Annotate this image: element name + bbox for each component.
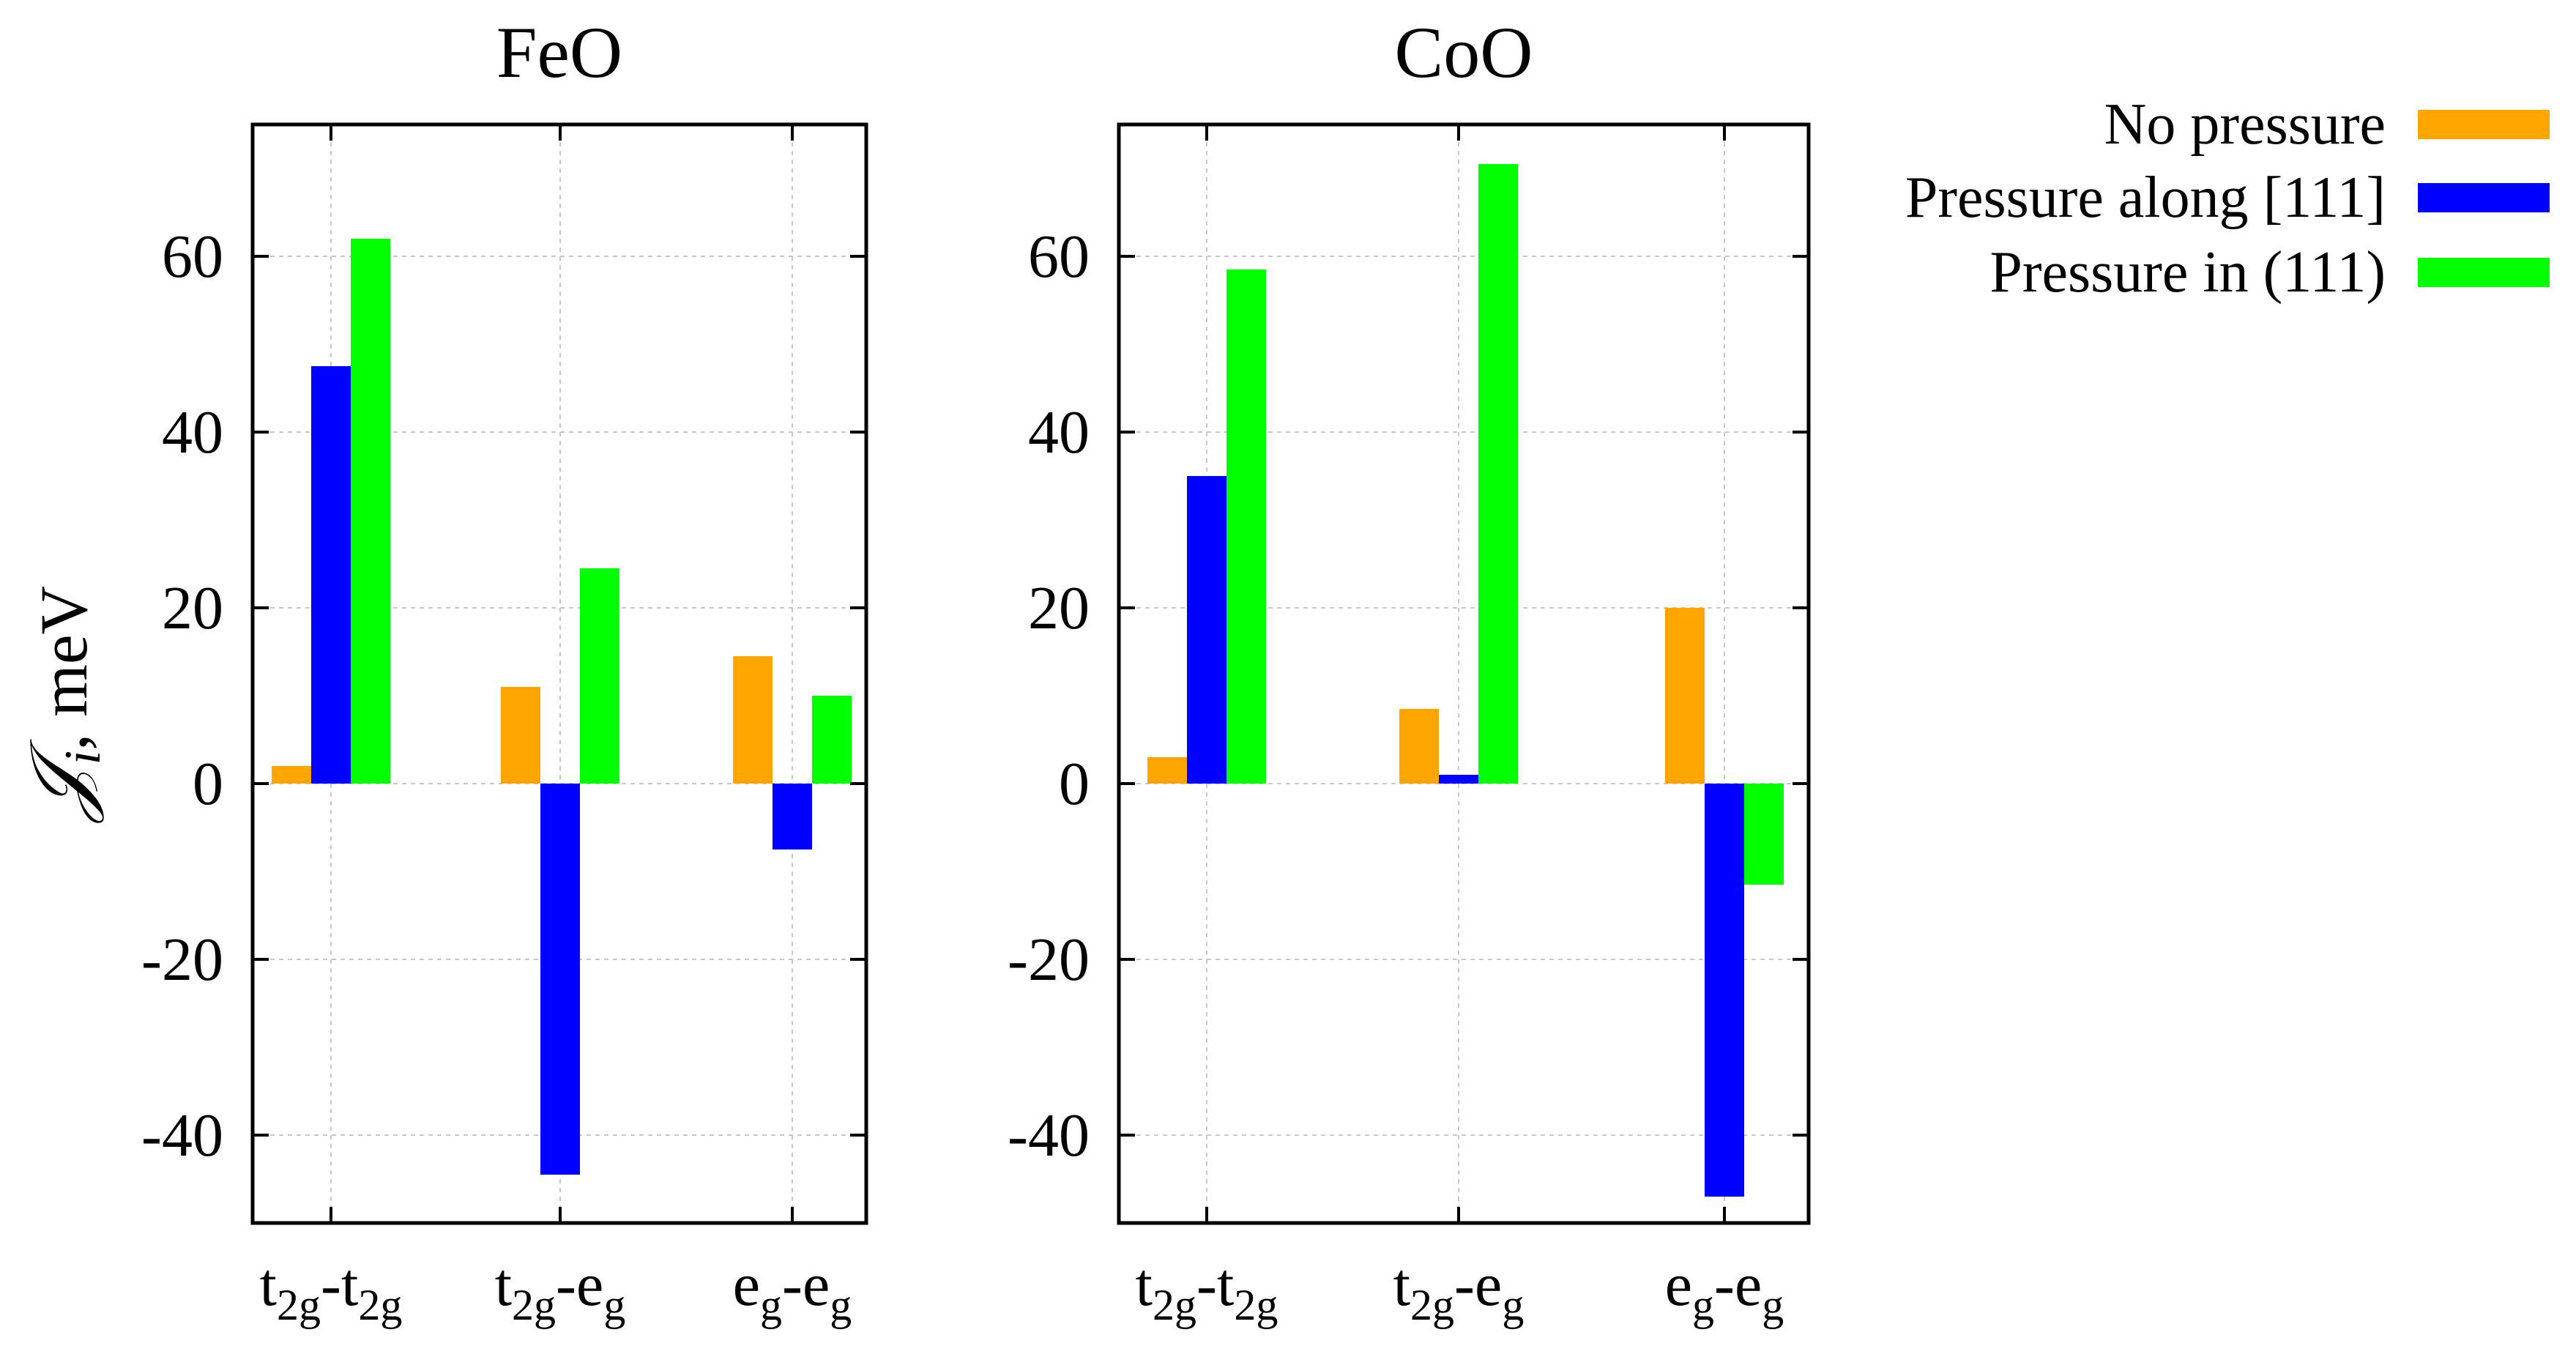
bar-feo-eg-eg-s0 bbox=[733, 656, 773, 784]
legend-label: No pressure bbox=[2104, 92, 2386, 157]
legend-swatch bbox=[2418, 258, 2550, 287]
x-tick-label: t2g-eg bbox=[495, 1251, 626, 1329]
legend: No pressure Pressure along [111] Pressure … bbox=[1905, 92, 2550, 305]
y-tick-label: 40 bbox=[1028, 398, 1090, 466]
legend-label: Pressure in (111) bbox=[1989, 240, 2386, 305]
y-axis-label: 𝒥i, meV bbox=[15, 586, 111, 824]
y-tick-label: 0 bbox=[1059, 750, 1090, 818]
bar-coo-t2g-t2g-s1 bbox=[1187, 476, 1226, 784]
bar-coo-eg-eg-s0 bbox=[1665, 608, 1705, 784]
y-tick-label: -40 bbox=[1008, 1101, 1090, 1170]
bar-feo-t2g-t2g-s0 bbox=[272, 766, 311, 784]
bar-feo-eg-eg-s1 bbox=[773, 784, 812, 849]
bar-feo-t2g-t2g-s1 bbox=[311, 366, 351, 784]
y-tick-label: -20 bbox=[1008, 926, 1090, 994]
legend-swatch bbox=[2418, 110, 2550, 139]
panel-title: CoO bbox=[1395, 12, 1533, 93]
panel-coo: -40 -20 0 20 40 60 t2g-t2g t2g-eg eg-eg CoO bbox=[1008, 12, 1811, 1329]
y-tick-label: 60 bbox=[162, 223, 223, 291]
y-tick-label: 60 bbox=[1028, 223, 1090, 291]
legend-swatch bbox=[2418, 183, 2550, 212]
bar-coo-t2g-t2g-s2 bbox=[1226, 269, 1266, 784]
panel-feo: -40 -20 0 20 40 60 t2g-t2g t2g-eg eg-eg FeO bbox=[141, 12, 868, 1329]
x-tick-label: eg-eg bbox=[733, 1251, 852, 1329]
bar-feo-t2g-eg-s2 bbox=[580, 568, 619, 784]
bar-coo-eg-eg-s2 bbox=[1744, 784, 1784, 885]
y-tick-label: 40 bbox=[162, 398, 223, 466]
bar-coo-t2g-eg-s2 bbox=[1478, 164, 1518, 784]
bar-coo-eg-eg-s1 bbox=[1705, 784, 1744, 1197]
legend-label: Pressure along [111] bbox=[1905, 166, 2386, 230]
y-tick-label: -40 bbox=[141, 1101, 223, 1170]
y-tick-label: -20 bbox=[141, 926, 223, 994]
y-tick-label: 20 bbox=[1028, 574, 1090, 642]
plot-frame bbox=[1117, 122, 1811, 1225]
x-tick-label: t2g-t2g bbox=[1136, 1251, 1278, 1329]
x-tick-label: t2g-t2g bbox=[260, 1251, 403, 1329]
bar-coo-t2g-eg-s1 bbox=[1439, 775, 1478, 784]
y-tick-label: 20 bbox=[162, 574, 223, 642]
y-tick-label: 0 bbox=[193, 750, 223, 818]
bar-feo-t2g-t2g-s2 bbox=[351, 239, 390, 784]
bar-feo-t2g-eg-s0 bbox=[501, 687, 540, 784]
panel-title: FeO bbox=[496, 12, 622, 93]
bar-feo-t2g-eg-s1 bbox=[540, 784, 580, 1175]
bar-coo-t2g-eg-s0 bbox=[1399, 709, 1439, 784]
bar-coo-t2g-t2g-s0 bbox=[1147, 757, 1187, 784]
bar-feo-eg-eg-s2 bbox=[812, 696, 852, 784]
x-tick-label: eg-eg bbox=[1665, 1251, 1784, 1329]
x-tick-label: t2g-eg bbox=[1393, 1251, 1525, 1329]
